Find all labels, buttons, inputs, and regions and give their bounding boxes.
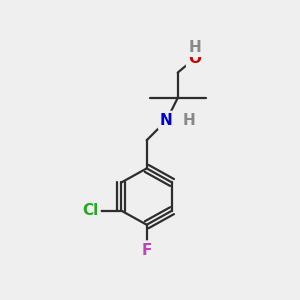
Text: H: H	[183, 113, 195, 128]
Text: H: H	[188, 40, 201, 55]
Text: F: F	[142, 243, 152, 258]
Text: O: O	[188, 51, 201, 66]
Text: N: N	[160, 113, 173, 128]
Text: Cl: Cl	[82, 203, 98, 218]
